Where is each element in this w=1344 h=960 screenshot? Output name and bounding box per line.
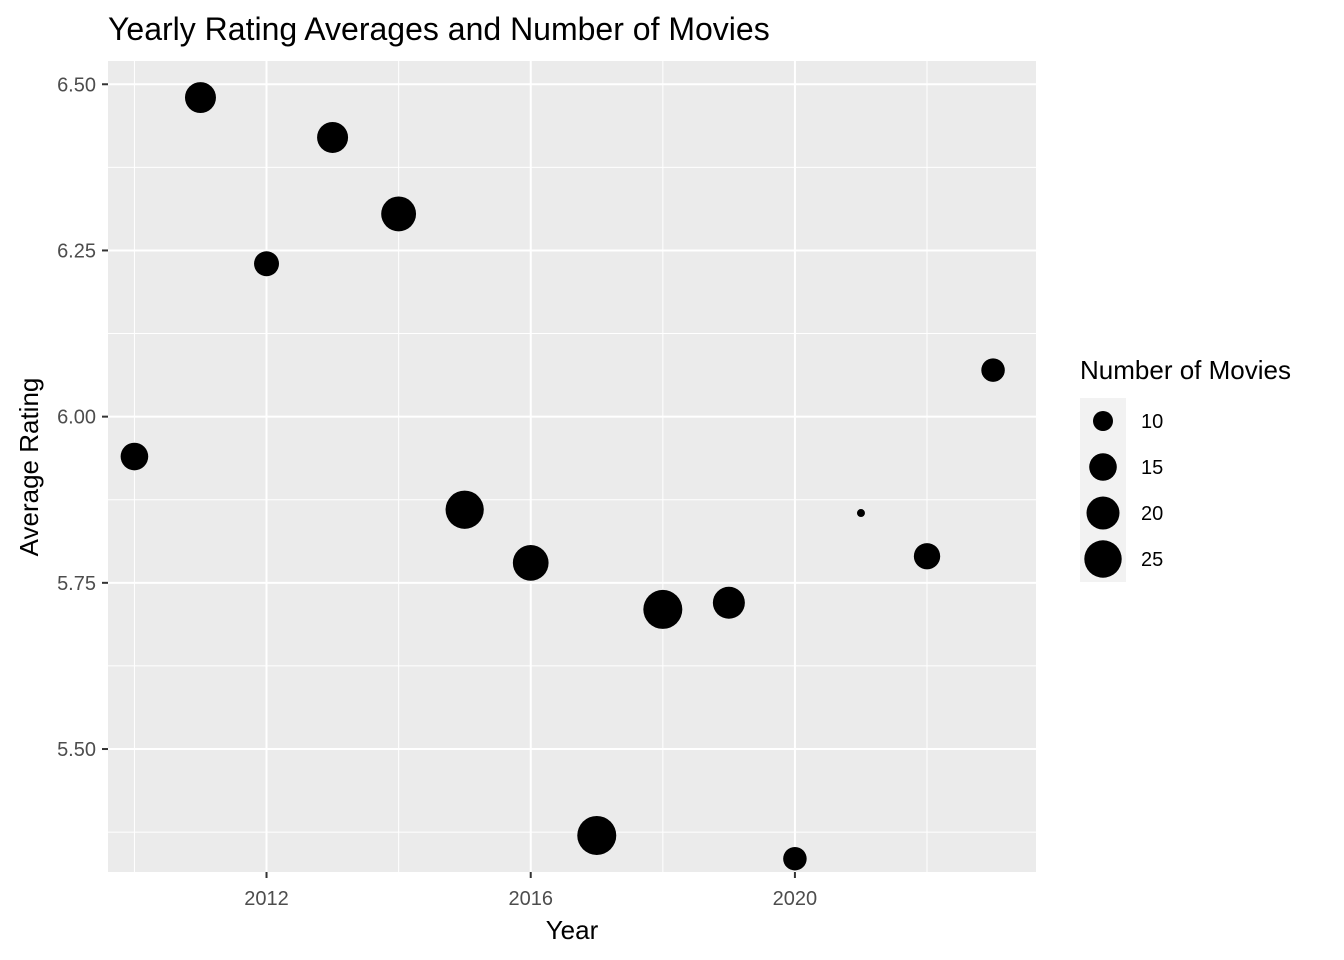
data-point-2013 [317, 121, 349, 153]
legend-label-10: 10 [1141, 411, 1163, 433]
grid-major [108, 61, 1036, 872]
data-point-2019 [712, 586, 745, 619]
y-tick-label: 6.00 [57, 407, 96, 429]
data-point-2021 [856, 509, 865, 518]
data-point-2015 [445, 490, 484, 529]
legend-key-25 [1084, 540, 1122, 578]
data-points [120, 82, 1005, 871]
legend-label-20: 20 [1141, 503, 1163, 525]
data-point-2011 [184, 82, 216, 114]
legend-label-25: 25 [1141, 549, 1163, 571]
x-axis: 2012 2016 2020 [244, 872, 817, 910]
data-point-2010 [120, 442, 149, 471]
y-axis-title: Average Rating [14, 378, 44, 557]
size-legend: Number of Movies 10 15 20 25 [1080, 355, 1291, 582]
legend-key-15 [1089, 453, 1117, 481]
data-point-2017 [577, 815, 617, 855]
chart-title: Yearly Rating Averages and Number of Mov… [108, 11, 770, 47]
x-tick-label: 2012 [244, 888, 289, 910]
data-point-2014 [381, 196, 417, 232]
y-tick-label: 5.50 [57, 739, 96, 761]
x-axis-title: Year [546, 915, 599, 945]
data-point-2018 [643, 589, 683, 629]
y-axis: 5.50 5.75 6.00 6.25 6.50 [57, 74, 108, 761]
data-point-2022 [913, 543, 941, 570]
legend-keys: 10 15 20 25 [1084, 410, 1163, 578]
legend-title: Number of Movies [1080, 355, 1291, 385]
data-point-2012 [254, 251, 280, 277]
y-tick-label: 6.50 [57, 74, 96, 96]
data-point-2016 [512, 545, 549, 581]
x-tick-label: 2016 [508, 888, 553, 910]
plot-panel [108, 61, 1036, 872]
x-tick-label: 2020 [773, 888, 818, 910]
data-point-2020 [783, 846, 807, 871]
legend-label-15: 15 [1141, 457, 1163, 479]
y-tick-label: 6.25 [57, 240, 96, 262]
data-point-2023 [981, 358, 1005, 382]
y-tick-label: 5.75 [57, 573, 96, 595]
legend-key-20 [1086, 496, 1120, 530]
legend-key-10 [1092, 410, 1114, 432]
